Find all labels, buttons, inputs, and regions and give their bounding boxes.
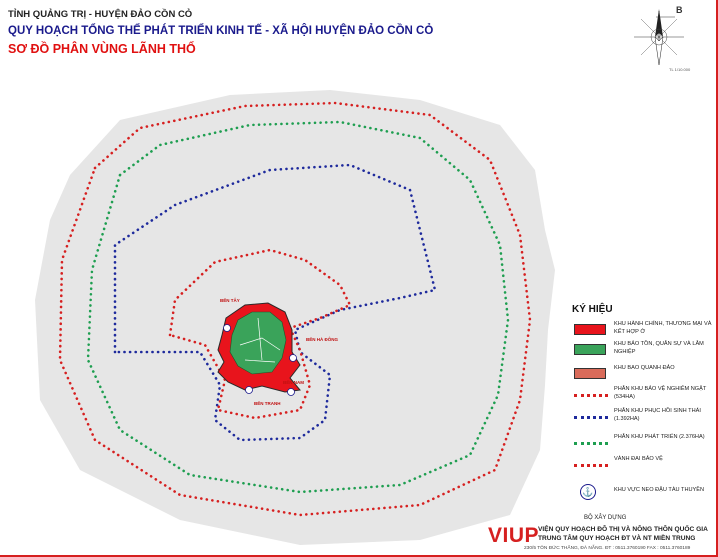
title-block: BỘ XÂY DỰNG VIUP VIỆN QUY HOẠCH ĐÔ THỊ V… (488, 515, 716, 555)
legend-item-eco: PHÂN KHU PHỤC HỒI SINH THÁI (1.392HA) (572, 408, 712, 430)
legend-item-coast: KHU BAO QUANH ĐẢO (572, 365, 712, 387)
header-plan-title: QUY HOẠCH TỔNG THỂ PHÁT TRIỂN KINH TẾ - … (8, 25, 434, 37)
legend-item-strict: PHÂN KHU BẢO VỆ NGHIÊM NGẶT (534HA) (572, 386, 712, 408)
island-forest-zone (229, 311, 287, 375)
viup-logo: VIUP (488, 524, 540, 547)
institute-name: VIỆN QUY HOẠCH ĐÔ THỊ VÀ NÔNG THÔN QUỐC … (538, 526, 708, 533)
north-label: B (676, 5, 683, 15)
legend-label: KHU HÀNH CHÍNH, THƯƠNG MẠI VÀ KẾT HỢP Ở (614, 321, 712, 335)
legend-dots (574, 416, 608, 419)
legend-dots (574, 394, 608, 397)
address-line: 230/5 TÔN ĐỨC THẮNG, ĐÀ NẴNG. ĐT : 0511.… (524, 546, 691, 551)
compass-icon (634, 9, 684, 66)
legend-dots (574, 464, 608, 467)
legend-label: KHU BAO QUANH ĐẢO (614, 365, 675, 371)
legend-item-development: PHÂN KHU PHÁT TRIỂN (2.376HA) (572, 434, 712, 456)
center-name: TRUNG TÂM QUY HOẠCH ĐT VÀ NT MIỀN TRUNG (538, 535, 696, 542)
place-label: BẾN TÂY (220, 298, 240, 303)
anchor-icon: ⚓ (580, 484, 596, 500)
place-label: BẾN NAM (283, 380, 304, 385)
legend-swatch (574, 344, 606, 355)
development-zone (86, 120, 510, 494)
place-label: BẾN TRANH (254, 401, 281, 406)
eco-restoration-zone (113, 163, 437, 442)
legend-swatch (574, 368, 606, 379)
place-label: BẾN HÀ ĐÔNG (306, 337, 339, 342)
anchorage-markers (223, 324, 297, 396)
legend-label: PHÂN KHU BẢO VỆ NGHIÊM NGẶT (534HA) (614, 386, 707, 400)
header-map-title: SƠ ĐỒ PHÂN VÙNG LÃNH THỔ (8, 42, 196, 56)
legend-swatch (574, 324, 606, 335)
island-roads (239, 317, 281, 363)
compass-rose: B TL 1/10.000 (629, 3, 691, 77)
legend-item-forest: KHU BẢO TỒN, QUÂN SỰ VÀ LÂM NGHIỆP (572, 341, 712, 363)
legend-item-admin: KHU HÀNH CHÍNH, THƯƠNG MẠI VÀ KẾT HỢP Ở (572, 321, 712, 343)
ministry-name: BỘ XÂY DỰNG (584, 515, 627, 521)
legend-label: PHÂN KHU PHỤC HỒI SINH THÁI (1.392HA) (614, 408, 701, 422)
header-province: TỈNH QUẢNG TRỊ - HUYỆN ĐẢO CỒN CỎ (8, 9, 193, 20)
sea-area (35, 90, 555, 545)
legend-label: KHU VỰC NEO ĐẬU TÀU THUYỀN (614, 487, 705, 493)
legend-item-belt: VÀNH ĐAI BẢO VỆ (572, 456, 712, 478)
protection-belt-ring (58, 101, 532, 517)
legend-title: KÝ HIỆU (572, 304, 613, 315)
legend-label: PHÂN KHU PHÁT TRIỂN (2.376HA) (614, 434, 705, 440)
legend-label: KHU BẢO TỒN, QUÂN SỰ VÀ LÂM NGHIỆP (614, 341, 704, 355)
compass-note: TL 1/10.000 (669, 67, 691, 72)
legend: KÝ HIỆU KHU HÀNH CHÍNH, THƯƠNG MẠI VÀ KẾ… (572, 304, 712, 500)
legend-label: VÀNH ĐAI BẢO VỆ (614, 456, 663, 462)
legend-dots (574, 442, 608, 445)
legend-item-anchorage: ⚓ KHU VỰC NEO ĐẬU TÀU THUYỀN (572, 484, 712, 506)
